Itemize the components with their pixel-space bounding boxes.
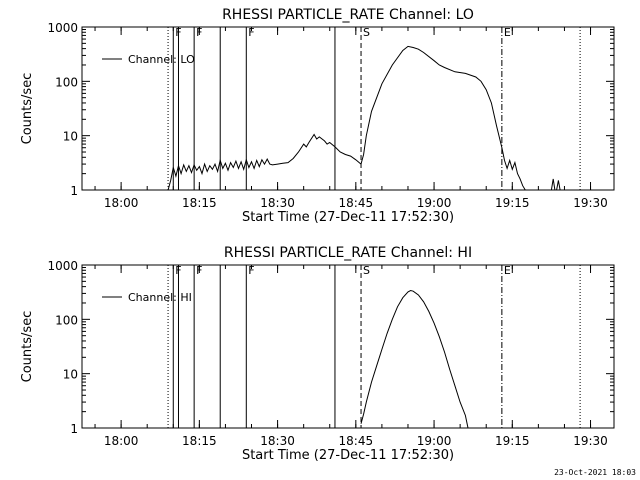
event-marker-label: F (248, 26, 254, 39)
y-axis-label: Counts/sec (20, 311, 35, 383)
legend-label: Channel: HI (128, 291, 192, 304)
series-line (550, 178, 556, 191)
x-axis-label: Start Time (27-Dec-11 17:52:30) (242, 210, 454, 225)
y-tick-label: 100 (55, 75, 78, 89)
x-tick-label: 18:00 (104, 196, 139, 210)
event-marker-label: S (363, 26, 370, 39)
y-tick-label: 1000 (47, 21, 78, 35)
x-tick-label: 19:15 (495, 434, 530, 448)
event-marker-label: E (504, 26, 511, 39)
plot-frame (81, 26, 615, 191)
x-tick-label: 18:30 (260, 434, 295, 448)
x-tick-label: 19:30 (573, 196, 608, 210)
chart-panel-1: RHESSI PARTICLE_RATE Channel: HI 18:00 18:… (20, 245, 615, 463)
event-marker-label: F (196, 264, 202, 277)
event-marker-label: E (504, 264, 511, 277)
y-axis-label: Counts/sec (20, 73, 35, 145)
x-tick-label: 19:30 (573, 434, 608, 448)
event-marker-label: S (363, 264, 370, 277)
x-tick-label: 18:15 (182, 196, 217, 210)
x-tick-label: 18:45 (339, 196, 374, 210)
y-tick-label: 10 (63, 130, 78, 144)
y-tick-label: 1 (70, 422, 78, 436)
event-marker-label: F (196, 26, 202, 39)
plot-frame (81, 264, 615, 429)
footer-timestamp: 23-Oct-2021 18:03 (554, 468, 636, 477)
y-tick-label: 10 (63, 368, 78, 382)
x-tick-label: 19:00 (417, 434, 452, 448)
series-line (167, 45, 526, 191)
y-tick-label: 1 (70, 184, 78, 198)
legend-label: Channel: LO (128, 53, 195, 66)
chart-title: RHESSI PARTICLE_RATE Channel: LO (222, 7, 474, 23)
y-tick-label: 1000 (47, 259, 78, 273)
x-axis-label: Start Time (27-Dec-11 17:52:30) (242, 448, 454, 463)
y-tick-label: 100 (55, 313, 78, 327)
x-tick-label: 19:00 (417, 196, 452, 210)
x-tick-label: 18:15 (182, 434, 217, 448)
event-marker-label: F (248, 264, 254, 277)
x-tick-label: 19:15 (495, 196, 530, 210)
series-line (360, 289, 469, 429)
chart-panel-0: RHESSI PARTICLE_RATE Channel: LO 18:00 18:… (20, 7, 615, 225)
x-tick-label: 18:30 (260, 196, 295, 210)
chart-title: RHESSI PARTICLE_RATE Channel: HI (224, 245, 472, 261)
x-tick-label: 18:45 (339, 434, 374, 448)
series-line (556, 180, 561, 191)
x-tick-label: 18:00 (104, 434, 139, 448)
